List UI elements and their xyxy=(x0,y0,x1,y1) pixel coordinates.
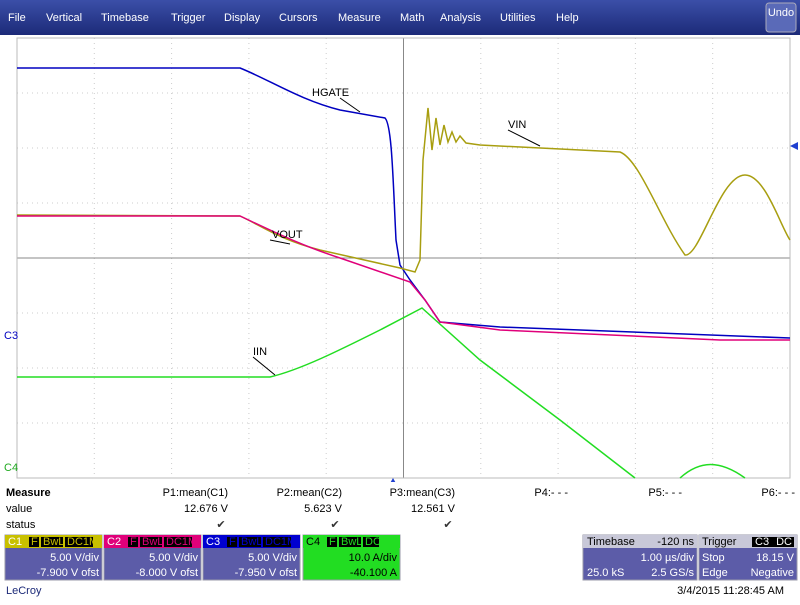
trace-label: HGATE xyxy=(312,87,349,99)
timebase-label: Timebase xyxy=(587,536,635,548)
param-name: P5:- - - xyxy=(648,487,682,499)
channel-name: C1 xyxy=(8,536,22,548)
channel-flag-box xyxy=(29,537,39,547)
menu-item[interactable]: Vertical xyxy=(46,12,82,24)
channel-name: C4 xyxy=(306,536,320,548)
param-name: P1:mean(C1) xyxy=(163,487,228,499)
channel-flag-box xyxy=(65,537,93,547)
status-bar xyxy=(0,582,800,600)
timestamp: 3/4/2015 11:28:45 AM xyxy=(677,585,784,597)
trace-label: IIN xyxy=(253,346,267,358)
trigger-slope: Negative xyxy=(751,567,794,579)
channel-marker: C3 xyxy=(4,330,18,342)
channel-flag: BwL xyxy=(142,536,163,548)
ui-text: File Vertical Timebase Trigger Display Cursor… xyxy=(4,7,798,597)
trace-c3 xyxy=(17,67,791,339)
channel-offset: -40.100 A xyxy=(350,567,398,579)
graticule-border xyxy=(16,37,791,479)
channel-flag-box xyxy=(363,537,379,547)
channel-flag: BwL xyxy=(341,536,362,548)
timebase-scale: 1.00 µs/div xyxy=(641,552,695,564)
undo-label: Undo xyxy=(768,7,794,19)
menu-item[interactable]: Help xyxy=(556,12,579,24)
undo-button[interactable] xyxy=(765,2,797,33)
menu-bar xyxy=(0,0,800,35)
menu-item[interactable]: Analysis xyxy=(440,12,481,24)
channel-flag: DC1M xyxy=(265,536,296,548)
channel-scale: 10.0 A/div xyxy=(349,552,398,564)
trigger-type: Edge xyxy=(702,567,728,579)
channel-offset: -8.000 V ofst xyxy=(136,567,198,579)
channel-scale: 5.00 V/div xyxy=(248,552,297,564)
channel-flag-box xyxy=(227,537,237,547)
channel-flag-box xyxy=(128,537,138,547)
param-name: P2:mean(C2) xyxy=(277,487,342,499)
param-value: 5.623 V xyxy=(304,503,343,515)
trace-c2 xyxy=(17,215,790,341)
timebase-rate: 2.5 GS/s xyxy=(651,567,694,579)
param-status: ✔ xyxy=(216,519,225,531)
param-value: 12.676 V xyxy=(184,503,229,515)
menu-item[interactable]: Utilities xyxy=(500,12,536,24)
channel-offset: -7.950 V ofst xyxy=(235,567,297,579)
channel-flag: DC1M xyxy=(67,536,98,548)
trigger-label: Trigger xyxy=(702,536,737,548)
timebase-samples: 25.0 kS xyxy=(587,567,624,579)
channel-flag-box xyxy=(140,537,162,547)
menu-item[interactable]: Timebase xyxy=(101,12,149,24)
param-name: P3:mean(C3) xyxy=(390,487,455,499)
channel-flag: F xyxy=(130,536,137,548)
channel-flag-box xyxy=(327,537,337,547)
channel-flag: F xyxy=(329,536,336,548)
param-value: 12.561 V xyxy=(411,503,456,515)
trigger-mode: Stop xyxy=(702,552,725,564)
menu-item[interactable]: Math xyxy=(400,12,424,24)
channel-flag: F xyxy=(31,536,38,548)
channel-flag: DC xyxy=(365,536,381,548)
channel-flag: BwL xyxy=(241,536,262,548)
measure-title: Measure xyxy=(6,487,51,499)
measure-panel xyxy=(0,482,800,534)
channel-scale: 5.00 V/div xyxy=(50,552,99,564)
channel-flag: DC1M xyxy=(166,536,197,548)
menu-item[interactable]: Measure xyxy=(338,12,381,24)
channel-flag-box xyxy=(263,537,291,547)
channel-flag: F xyxy=(229,536,236,548)
channel-scale: 5.00 V/div xyxy=(149,552,198,564)
channel-name: C2 xyxy=(107,536,121,548)
param-status: ✔ xyxy=(330,519,339,531)
trigger-level: 18.15 V xyxy=(756,552,795,564)
row-label: value xyxy=(6,503,32,515)
graticule xyxy=(16,37,791,479)
menu-item[interactable]: Display xyxy=(224,12,261,24)
channel-flag-box xyxy=(239,537,261,547)
menu-item[interactable]: Trigger xyxy=(171,12,206,24)
channel-flag-box xyxy=(41,537,63,547)
param-status: ✔ xyxy=(443,519,452,531)
channel-flag-box xyxy=(164,537,192,547)
trigger-source: C3 xyxy=(755,536,769,548)
menu-item[interactable]: File xyxy=(8,12,26,24)
channel-marker: C4 xyxy=(4,462,18,474)
channel-offset: -7.900 V ofst xyxy=(37,567,99,579)
timebase-delay: -120 ns xyxy=(657,536,694,548)
channel-flag: BwL xyxy=(43,536,64,548)
brand: LeCroy xyxy=(6,585,42,597)
param-name: P4:- - - xyxy=(534,487,568,499)
channel-flag-box xyxy=(339,537,361,547)
channel-name: C3 xyxy=(206,536,220,548)
trigger-coupling: DC xyxy=(776,536,792,548)
param-name: P6:- - - xyxy=(761,487,795,499)
menu-item[interactable]: Cursors xyxy=(279,12,318,24)
trace-c4 xyxy=(17,307,746,479)
trace-label: VIN xyxy=(508,119,526,131)
row-label: status xyxy=(6,519,36,531)
label-leaders xyxy=(252,97,541,376)
timebase-header xyxy=(583,535,697,548)
trigger-src-box xyxy=(752,537,794,547)
trace-label: VOUT xyxy=(272,229,303,241)
